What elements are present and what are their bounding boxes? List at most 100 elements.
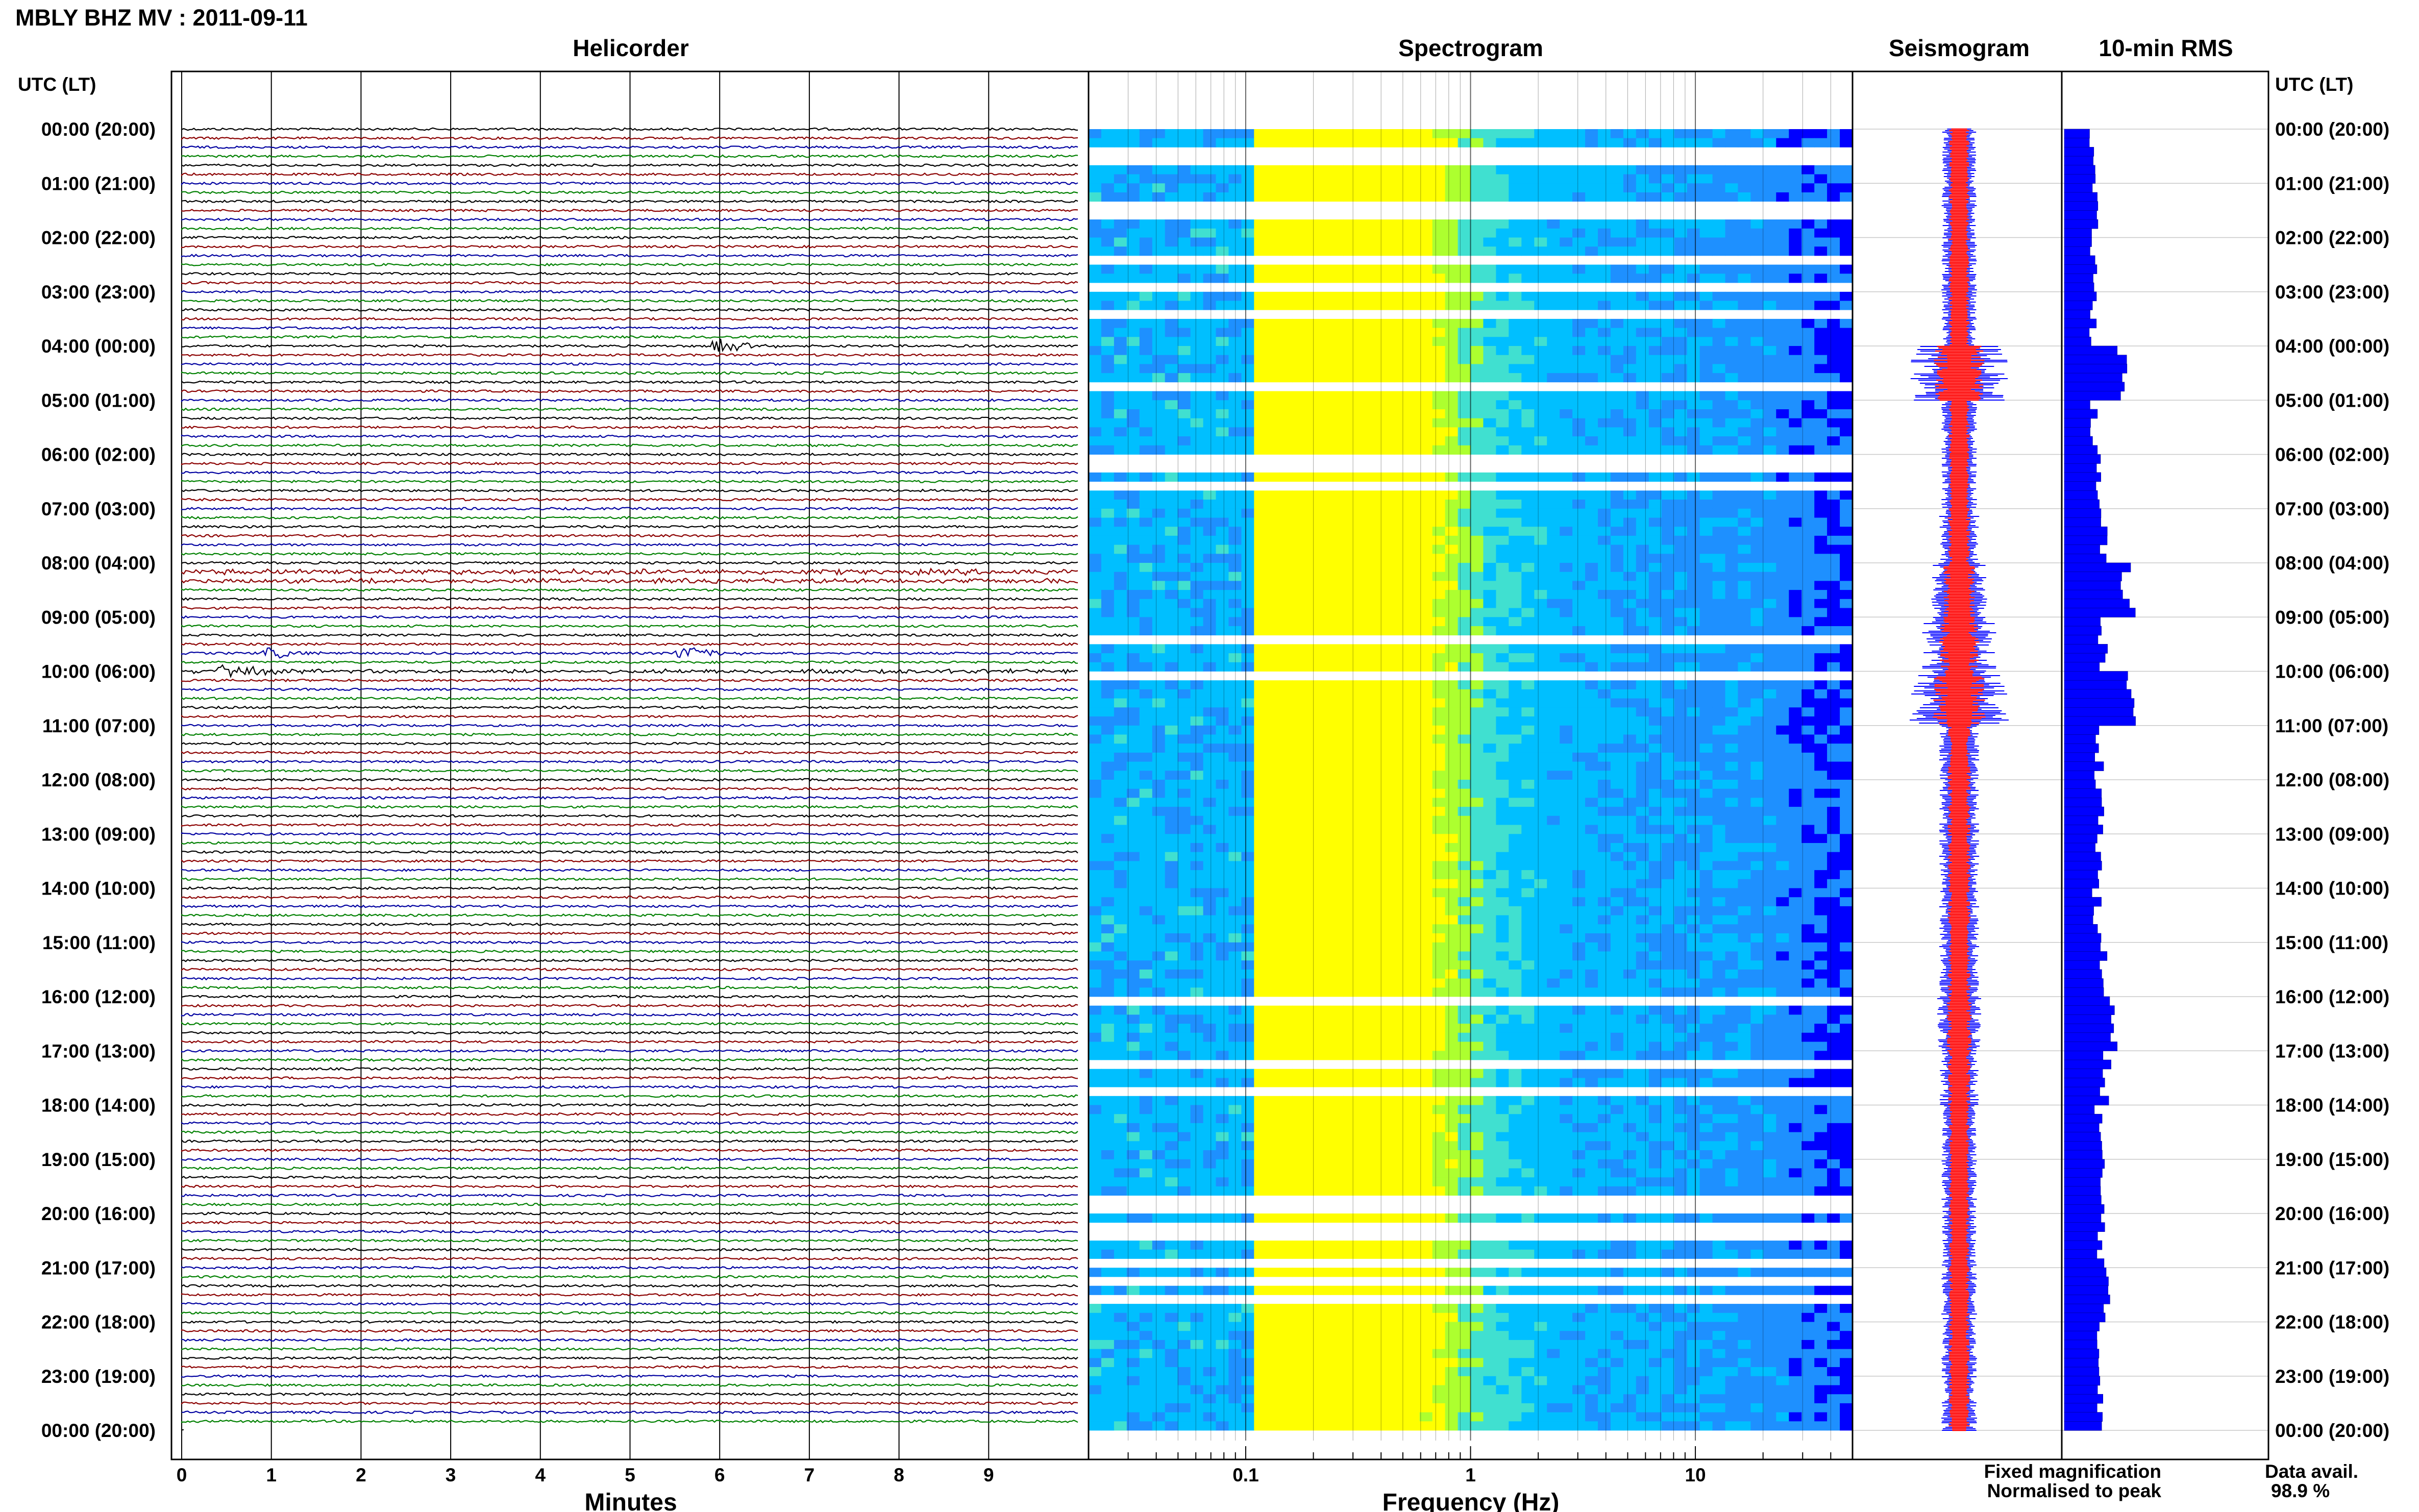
spectrogram-cell	[1776, 490, 1789, 500]
spectrogram-cell	[1814, 771, 1828, 780]
spectrogram-cell	[1203, 508, 1217, 518]
helicorder-trace	[181, 317, 1078, 321]
spectrogram-cell	[1190, 771, 1204, 780]
spectrogram-cell	[1292, 680, 1305, 690]
spectrogram-cell	[1725, 409, 1739, 419]
spectrogram-cell	[1648, 608, 1662, 617]
helicorder-trace	[181, 353, 1078, 357]
spectrogram-cell	[1089, 906, 1102, 915]
spectrogram-cell	[1661, 563, 1675, 573]
spectrogram-cell	[1674, 183, 1688, 193]
spectrogram-cell	[1330, 843, 1344, 853]
spectrogram-cell	[1267, 888, 1280, 898]
spectrogram-cell	[1814, 409, 1828, 419]
spectrogram-cell	[1598, 445, 1611, 455]
spectrogram-cell	[1789, 563, 1802, 573]
spectrogram-cell	[1279, 237, 1293, 247]
spectrogram-cell	[1279, 653, 1293, 663]
spectrogram-cell	[1279, 716, 1293, 726]
spectrogram-cell	[1203, 563, 1217, 573]
spectrogram-cell	[1445, 418, 1459, 428]
spectrogram-cell	[1598, 861, 1611, 871]
spectrogram-cell	[1560, 924, 1573, 934]
spectrogram-cell	[1355, 246, 1369, 256]
spectrogram-cell	[1241, 291, 1254, 301]
spectrogram-cell	[1406, 780, 1420, 789]
spectrogram-cell	[1547, 915, 1560, 925]
spectrogram-cell	[1228, 129, 1242, 139]
spectrogram-cell	[1241, 743, 1254, 753]
spectrogram-cell	[1814, 680, 1828, 690]
spectrogram-cell	[1177, 798, 1191, 807]
spectrogram-cell	[1139, 129, 1153, 139]
spectrogram-cell	[1343, 951, 1356, 961]
spectrogram-cell	[1585, 888, 1598, 898]
spectrogram-cell	[1560, 761, 1573, 771]
spectrogram-cell	[1623, 617, 1637, 627]
spectrogram-cell	[1789, 418, 1802, 428]
spectrogram-cell	[1089, 527, 1102, 536]
spectrogram-cell	[1267, 788, 1280, 798]
spectrogram-cell	[1738, 834, 1751, 844]
spectrogram-cell	[1725, 653, 1739, 663]
spectrogram-cell	[1089, 165, 1102, 175]
spectrogram-cell	[1674, 644, 1688, 654]
spectrogram-cell	[1126, 129, 1140, 139]
spectrogram-cell	[1254, 472, 1267, 482]
spectrogram-cell	[1318, 771, 1331, 780]
spectrogram-cell	[1330, 707, 1344, 717]
helicorder-trace	[181, 1221, 1078, 1225]
helicorder-trace	[181, 913, 1078, 918]
spectrogram-cell	[1509, 400, 1522, 410]
spectrogram-cell	[1152, 915, 1166, 925]
spectrogram-cell	[1343, 346, 1356, 356]
spectrogram-cell	[1750, 734, 1764, 744]
spectrogram-cell	[1648, 391, 1662, 401]
spectrogram-cell	[1190, 617, 1204, 627]
spectrogram-cell	[1776, 825, 1789, 834]
spectrogram-cell	[1267, 834, 1280, 844]
spectrogram-cell	[1547, 129, 1560, 139]
spectrogram-cell	[1432, 581, 1446, 590]
spectrogram-cell	[1126, 752, 1140, 762]
spectrogram-cell	[1432, 535, 1446, 545]
spectrogram-cell	[1827, 861, 1840, 871]
spectrogram-cell	[1725, 951, 1739, 961]
spectrogram-cell	[1801, 653, 1815, 663]
spectrogram-cell	[1674, 870, 1688, 880]
spectrogram-cell	[1509, 870, 1522, 880]
spectrogram-cell	[1521, 698, 1535, 708]
spectrogram-cell	[1648, 807, 1662, 816]
helicorder-trace	[181, 308, 1078, 312]
spectrogram-cell	[1509, 500, 1522, 509]
spectrogram-cell	[1419, 852, 1433, 861]
spectrogram-cell	[1203, 807, 1217, 816]
spectrogram-cell	[1165, 572, 1178, 581]
spectrogram-cell	[1305, 436, 1318, 446]
spectrogram-cell	[1114, 852, 1127, 861]
spectrogram-cell	[1623, 174, 1637, 184]
helicorder-trace	[181, 678, 1078, 682]
spectrogram-cell	[1585, 879, 1598, 888]
spectrogram-cell	[1789, 500, 1802, 509]
spectrogram-cell	[1406, 608, 1420, 617]
spectrogram-cell	[1241, 861, 1254, 871]
spectrogram-cell	[1406, 237, 1420, 247]
spectrogram-cell	[1254, 174, 1267, 184]
spectrogram-cell	[1254, 834, 1267, 844]
spectrogram-cell	[1687, 490, 1700, 500]
spectrogram-cell	[1623, 834, 1637, 844]
spectrogram-cell	[1610, 192, 1624, 202]
spectrogram-cell	[1165, 472, 1178, 482]
spectrogram-cell	[1572, 608, 1586, 617]
spectrogram-cell	[1101, 192, 1115, 202]
spectrogram-cell	[1763, 743, 1776, 753]
spectrogram-cell	[1814, 716, 1828, 726]
spectrogram-cell	[1636, 264, 1649, 274]
spectrogram-cell	[1216, 888, 1229, 898]
spectrogram-cell	[1636, 834, 1649, 844]
spectrogram-cell	[1126, 698, 1140, 708]
spectrogram-cell	[1687, 761, 1700, 771]
spectrogram-cell	[1305, 897, 1318, 907]
spectrogram-cell	[1687, 409, 1700, 419]
